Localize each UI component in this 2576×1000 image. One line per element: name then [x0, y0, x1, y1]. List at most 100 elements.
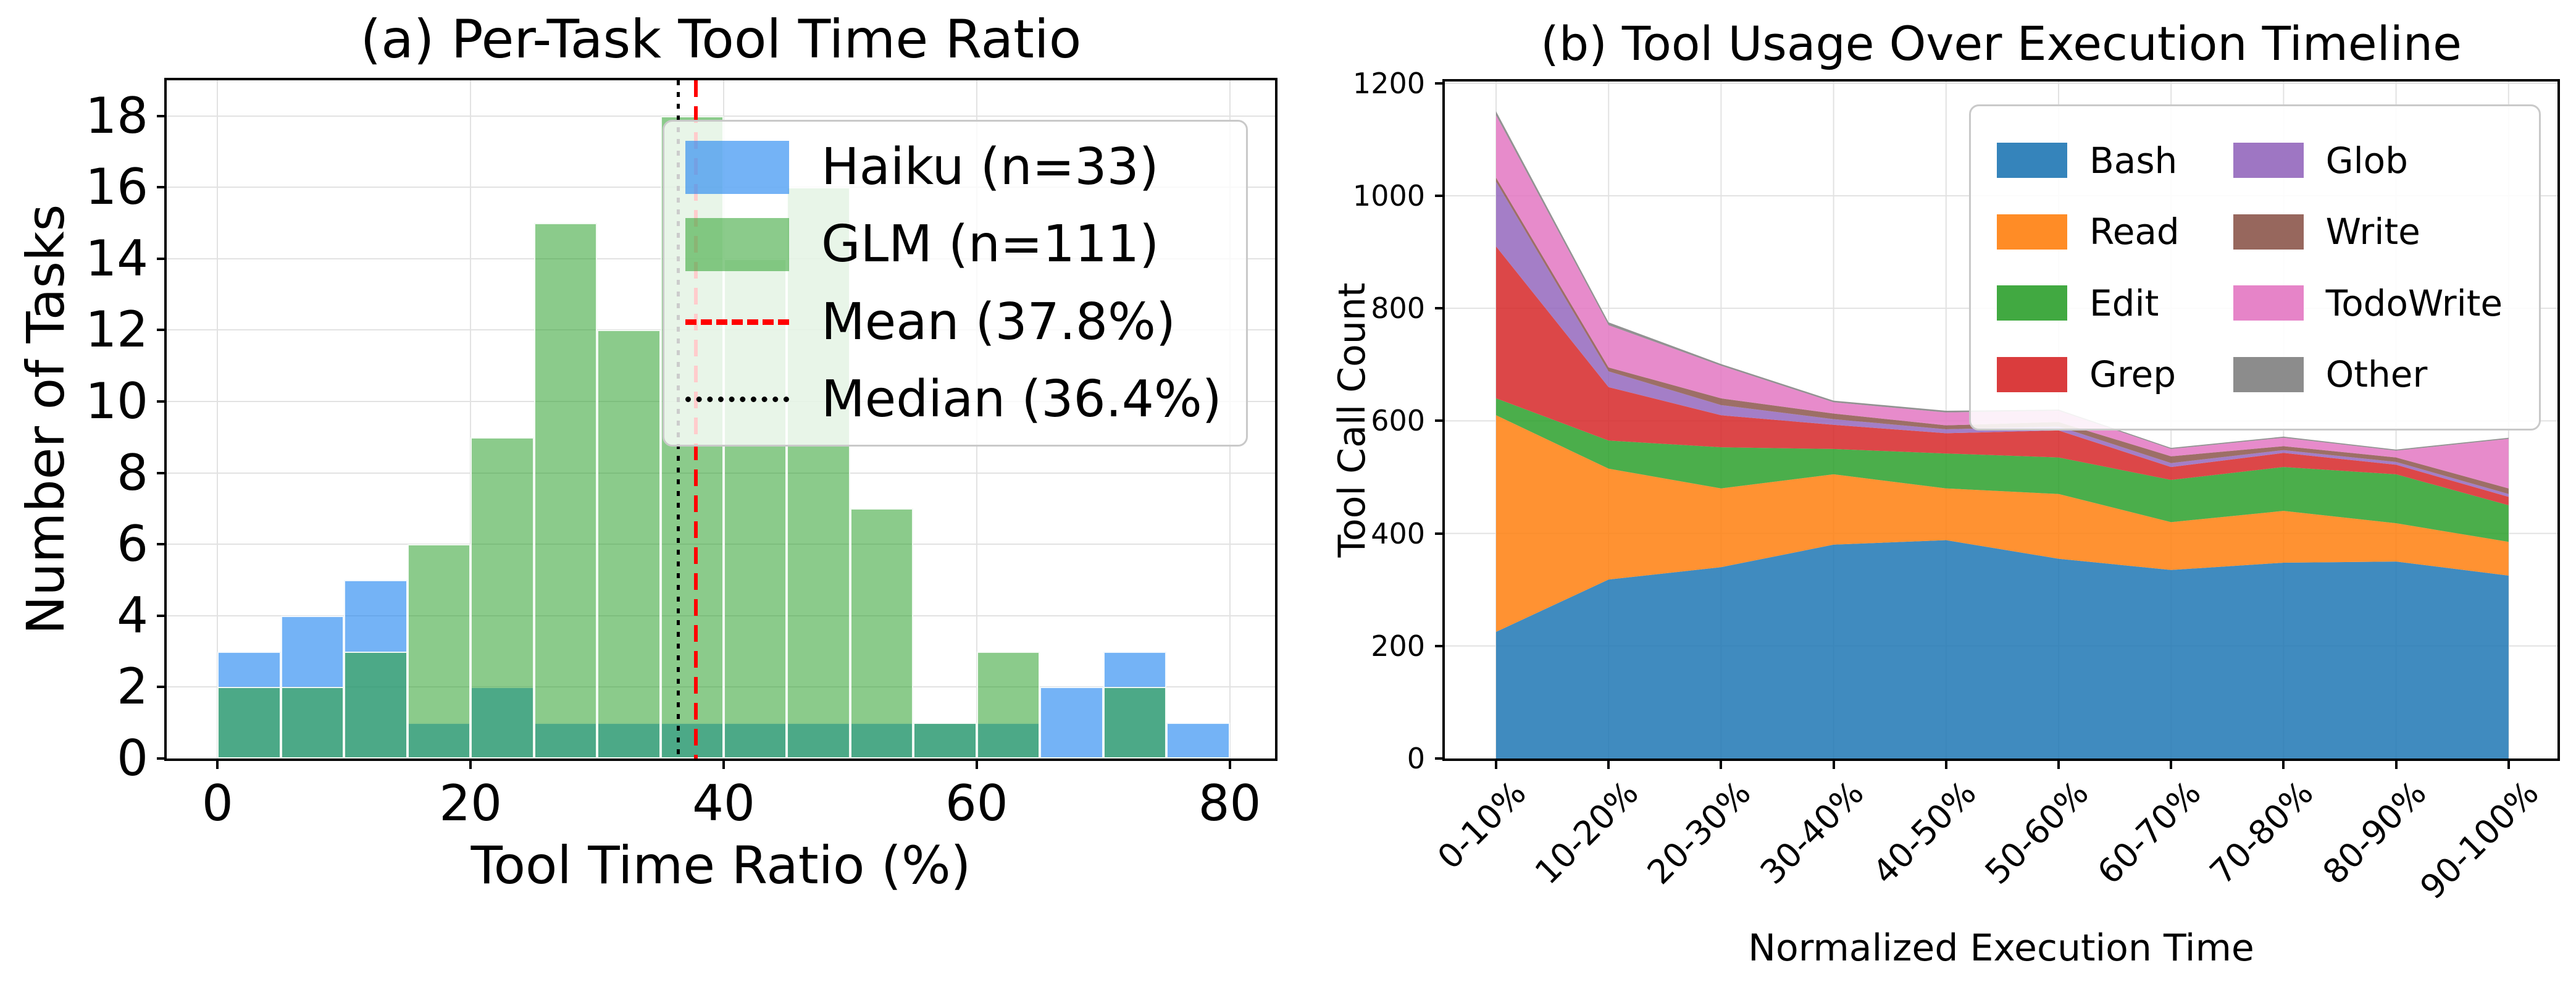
- glm-bar: [217, 687, 281, 758]
- legend-swatch-haiku: [685, 140, 789, 194]
- legend-item: Grep: [1997, 353, 2190, 395]
- legend-item: Median (36.4%): [685, 370, 1225, 429]
- legend-item-label: Other: [2325, 353, 2428, 396]
- x-tick-label: 70-80%: [2202, 773, 2422, 892]
- legend-item-label: Grep: [2089, 353, 2177, 396]
- legend-swatch-read: [1997, 214, 2067, 250]
- x-tick-label: 20: [439, 775, 503, 832]
- histogram-panel: (a) Per-Task Tool Time Ratio Number of T…: [15, 9, 1278, 896]
- legend-swatch-edit: [1997, 285, 2067, 321]
- legend-item-label: TodoWrite: [2325, 282, 2503, 324]
- stacked-area-panel: (b) Tool Usage Over Execution Timeline T…: [1315, 0, 2576, 1000]
- stacked-area-legend: Bash Read Edit Grep Glob Write TodoWrite Other: [1969, 104, 2541, 431]
- area-bash: [1496, 540, 2509, 758]
- x-tick-label: 90-100%: [2412, 773, 2576, 907]
- legend-item: Write: [2233, 211, 2513, 253]
- legend-item-label: Median (36.4%): [821, 369, 1222, 429]
- legend-item: GLM (n=111): [685, 215, 1225, 274]
- y-tick-label: 2: [117, 658, 148, 716]
- legend-item: Other: [2233, 353, 2513, 395]
- right-chart-title: (b) Tool Usage Over Execution Timeline: [1541, 16, 2462, 71]
- legend-item: Bash: [1997, 140, 2190, 182]
- glm-bar: [597, 330, 661, 758]
- x-tick-label: 0: [201, 775, 233, 832]
- x-tick-label-text: 90-100%: [2412, 773, 2546, 907]
- glm-bar: [976, 651, 1040, 758]
- left-x-axis-label: Tool Time Ratio (%): [470, 835, 971, 896]
- legend-swatch-glm: [685, 217, 789, 271]
- legend-item: Mean (37.8%): [685, 293, 1225, 351]
- x-tick-label-text: 50-60%: [1977, 773, 2096, 892]
- area-todowrite: [1496, 115, 2509, 489]
- area-grep: [1496, 246, 2509, 506]
- x-tick-label-text: 10-20%: [1527, 773, 1646, 892]
- area-write: [1496, 177, 2509, 494]
- area-edit: [1496, 398, 2509, 542]
- legend-item: TodoWrite: [2233, 282, 2513, 324]
- glm-bar: [344, 651, 408, 758]
- legend-item-label: Haiku (n=33): [821, 138, 1159, 196]
- glm-bar: [1103, 687, 1167, 758]
- x-tick-label: 40: [692, 775, 755, 832]
- legend-item-label: Edit: [2089, 282, 2159, 324]
- legend-item-label: Glob: [2325, 139, 2408, 182]
- x-tick-label: 80-90%: [2315, 773, 2535, 892]
- y-tick-label: 0: [1407, 742, 1425, 775]
- x-tick-label-text: 60-70%: [2089, 773, 2209, 892]
- legend-item-label: Bash: [2089, 139, 2178, 182]
- y-tick-label: 0: [117, 729, 148, 787]
- y-tick-label: 18: [85, 86, 148, 145]
- glm-bar: [280, 687, 345, 758]
- legend-item-label: Mean (37.8%): [821, 292, 1176, 351]
- legend-swatch-other: [2233, 356, 2304, 392]
- legend-swatch-bash: [1997, 143, 2067, 179]
- legend-item-label: GLM (n=111): [821, 215, 1160, 274]
- x-tick-label-text: 0-10%: [1430, 773, 1534, 877]
- gridline-v: [470, 80, 472, 758]
- legend-item-label: Read: [2089, 211, 2180, 253]
- x-tick-label-text: 20-30%: [1640, 773, 1758, 892]
- x-tick-label: 20-30%: [1640, 773, 1859, 892]
- legend-item-label: Write: [2325, 211, 2420, 253]
- legend-swatch-mean-line: [685, 319, 789, 325]
- x-tick-label-text: 70-80%: [2202, 773, 2321, 892]
- glm-bar: [470, 437, 534, 758]
- x-tick-label: 10-20%: [1528, 773, 1747, 892]
- right-x-axis-label: Normalized Execution Time: [1748, 926, 2254, 970]
- legend-swatch-todowrite: [2233, 285, 2304, 321]
- x-tick-label-text: 40-50%: [1865, 773, 1984, 892]
- right-y-axis-label-text: Tool Call Count: [1331, 282, 1374, 558]
- legend-swatch-glob: [2233, 143, 2304, 179]
- area-read: [1496, 415, 2509, 632]
- y-tick-label: 1200: [1352, 66, 1425, 100]
- glm-bar: [533, 223, 598, 758]
- x-tick-label: 60: [945, 775, 1008, 832]
- legend-item: Read: [1997, 211, 2190, 253]
- left-chart-title: (a) Per-Task Tool Time Ratio: [360, 9, 1082, 70]
- y-tick-label: 1000: [1352, 179, 1425, 212]
- legend-swatch-write: [2233, 214, 2304, 250]
- glm-bar: [850, 508, 914, 758]
- glm-bar: [913, 723, 977, 758]
- y-tick-label: 200: [1371, 629, 1425, 663]
- x-tick-label-text: 30-40%: [1752, 773, 1871, 892]
- x-tick-label: 60-70%: [2090, 773, 2309, 892]
- x-tick-label: 40-50%: [1865, 773, 2085, 892]
- x-tick-label-text: 80-90%: [2315, 773, 2434, 892]
- glm-bar: [407, 544, 471, 758]
- x-tick-label: 80: [1198, 775, 1261, 832]
- legend-item: Glob: [2233, 140, 2513, 182]
- legend-swatch-median-line: [685, 396, 789, 402]
- legend-item: Edit: [1997, 282, 2190, 324]
- haiku-bar: [1040, 687, 1103, 758]
- area-glob: [1496, 182, 2509, 497]
- left-y-axis-label-text: Number of Tasks: [15, 204, 76, 635]
- x-tick-label: 50-60%: [1978, 773, 2197, 892]
- legend-swatch-grep: [1997, 356, 2067, 392]
- histogram-legend: Haiku (n=33) GLM (n=111) Mean (37.8%) Media…: [663, 120, 1248, 447]
- gridline-v: [217, 80, 219, 758]
- haiku-bar: [1166, 723, 1230, 758]
- legend-item: Haiku (n=33): [685, 138, 1225, 196]
- x-tick-label: 0-10%: [1430, 773, 1613, 876]
- x-tick-label: 30-40%: [1752, 773, 1972, 892]
